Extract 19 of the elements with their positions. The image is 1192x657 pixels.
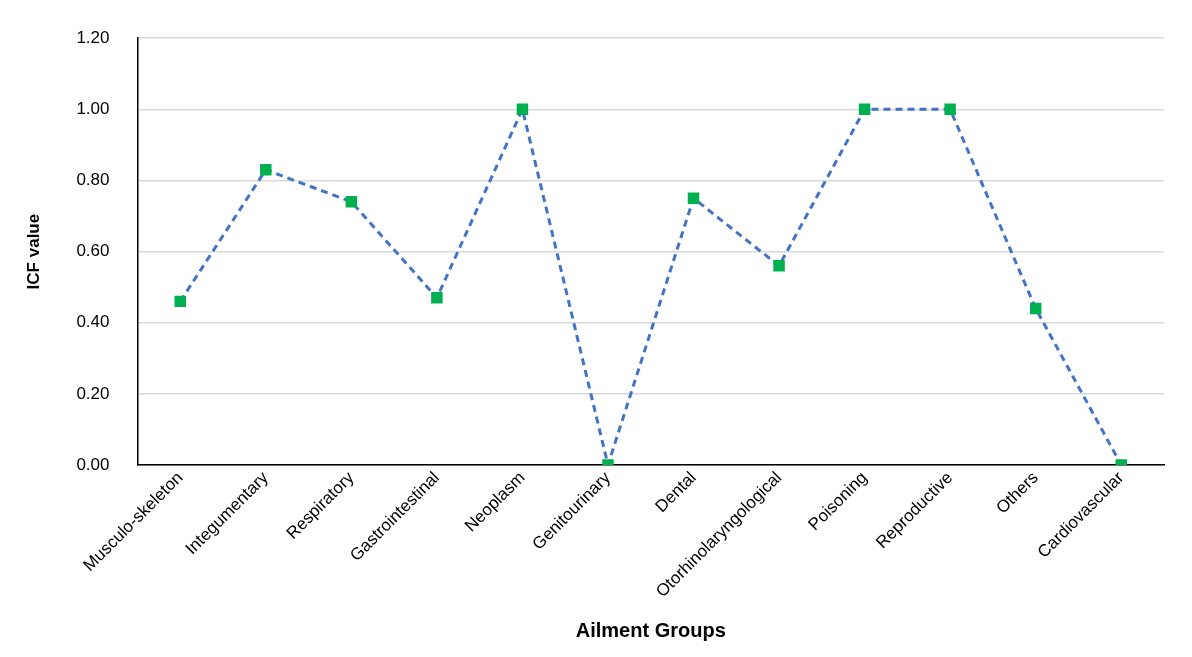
- y-tick-label: 0.60: [76, 241, 110, 261]
- point: [174, 295, 186, 308]
- y-tick-label: 0.20: [76, 383, 110, 403]
- point: [260, 164, 272, 176]
- point: [1029, 302, 1042, 315]
- y-tick-label: 1.00: [76, 99, 110, 119]
- x-axis-title: Ailment Groups: [575, 618, 726, 641]
- y-tick-label: 0.80: [76, 170, 110, 190]
- point: [858, 103, 871, 116]
- y-tick-label: 1.20: [76, 27, 110, 47]
- y-axis-title: ICF value: [23, 213, 43, 290]
- point: [516, 103, 529, 116]
- y-tick-label: 0.40: [76, 312, 110, 332]
- point: [773, 260, 785, 272]
- point: [944, 103, 956, 116]
- point: [345, 196, 358, 208]
- point: [687, 192, 700, 204]
- point: [431, 292, 443, 304]
- y-tick-label: 0.00: [76, 454, 110, 474]
